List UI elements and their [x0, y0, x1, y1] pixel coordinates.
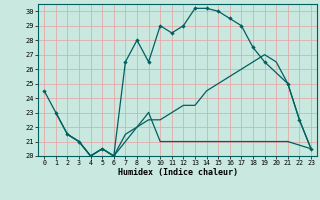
X-axis label: Humidex (Indice chaleur): Humidex (Indice chaleur) [118, 168, 238, 177]
